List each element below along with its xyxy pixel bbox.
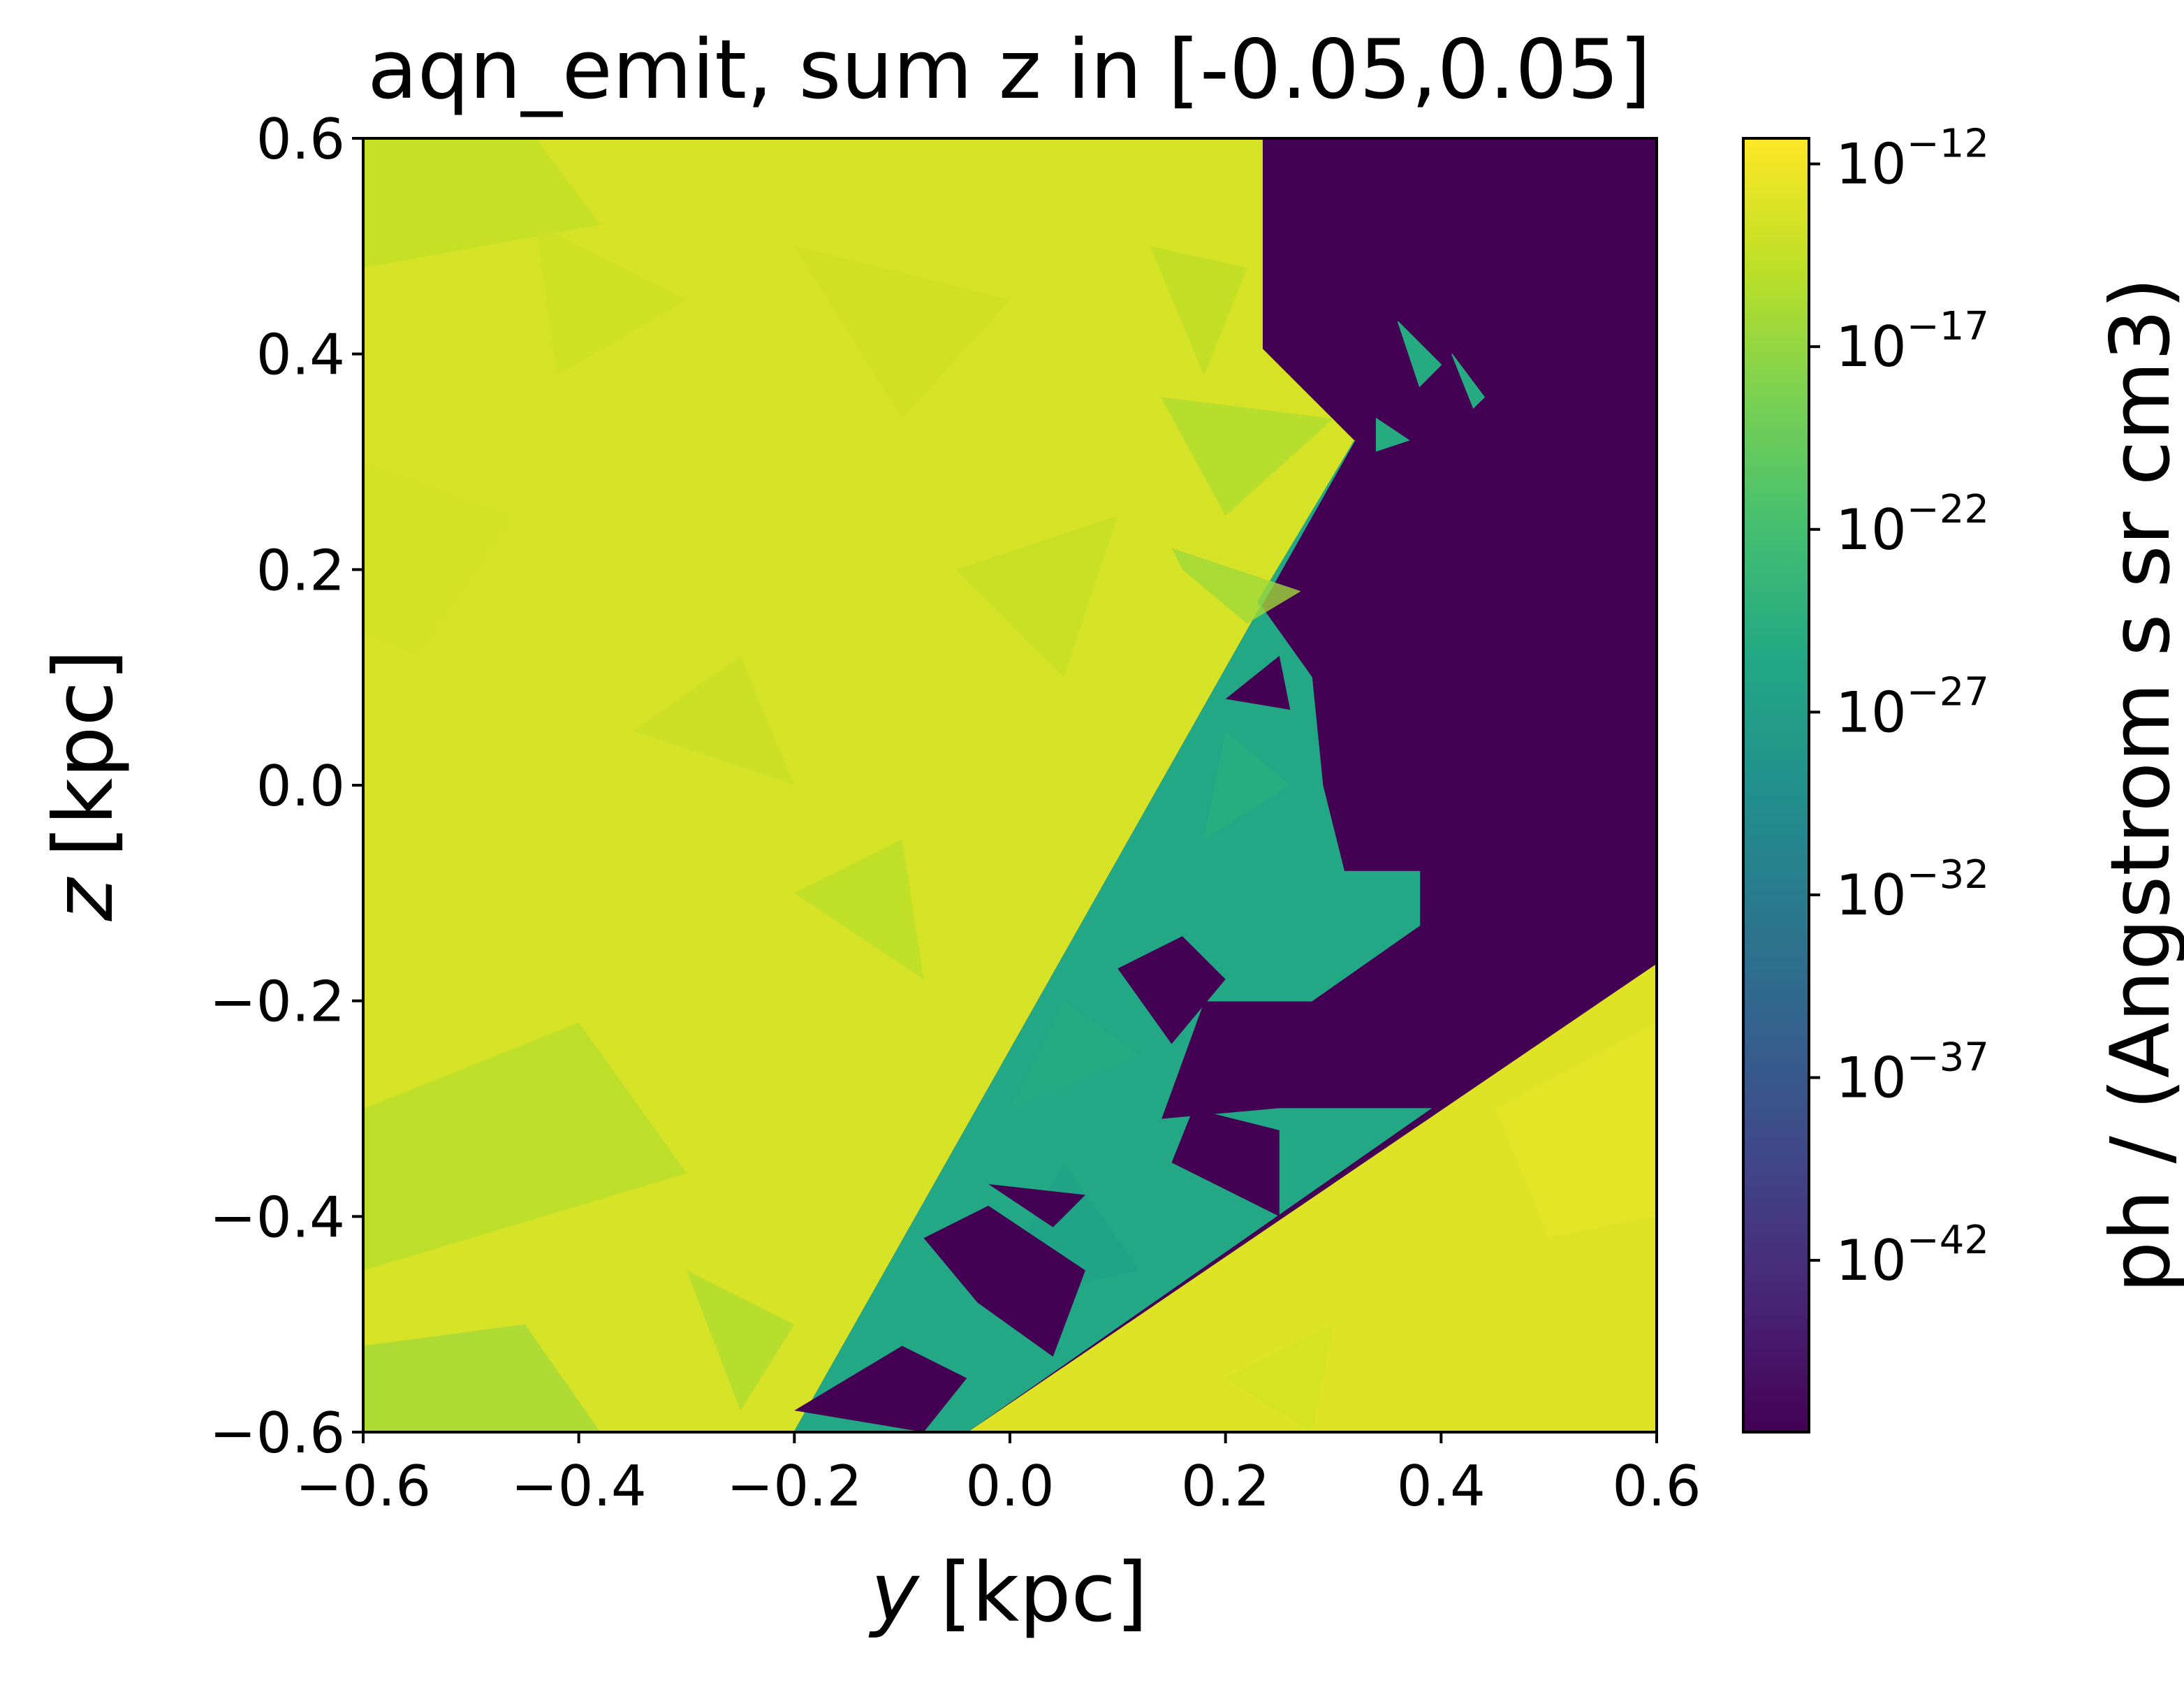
colorbar-label: ph / (Angstrom s sr cm3)	[2093, 277, 2184, 1293]
heatmap-image	[363, 138, 1657, 1432]
heatmap-patch-3	[794, 246, 1010, 419]
y-tick-label: −0.6	[210, 1401, 345, 1466]
heatmap-patch-8	[363, 1022, 687, 1271]
heatmap-region-6	[1375, 417, 1410, 452]
y-tick-label: −0.2	[210, 970, 345, 1035]
heatmap-patch-10	[687, 1270, 795, 1411]
x-tick-label: 0.0	[965, 1454, 1054, 1519]
colorbar-tick-label: 10−27	[1835, 669, 1989, 745]
heatmap-patch-11	[794, 839, 924, 979]
heatmap-patch-5	[1150, 246, 1247, 376]
colorbar-tick-label: 10−37	[1835, 1035, 1989, 1111]
heatmap-region-4	[1397, 321, 1442, 388]
y-axis-ticks: −0.6 −0.4 −0.2 0.0 0.2 0.4 0.6	[210, 107, 363, 1466]
x-axis-unit: [kpc]	[940, 1545, 1148, 1640]
x-tick-label: 0.2	[1181, 1454, 1270, 1519]
y-tick-label: 0.2	[256, 538, 345, 603]
heatmap-patch-2	[363, 462, 515, 656]
heatmap-patch-13	[1010, 1000, 1140, 1109]
heatmap-patch-16	[1495, 1022, 1657, 1239]
colorbar-tick-label: 10−17	[1835, 304, 1989, 379]
heatmap-empty-cell-4	[1171, 1109, 1280, 1217]
heatmap-region-5	[1451, 353, 1486, 409]
y-tick-label: 0.6	[256, 107, 345, 172]
x-tick-label: −0.6	[295, 1454, 431, 1519]
colorbar-tick-label: 10−32	[1835, 852, 1989, 928]
heatmap-empty-cell-3	[794, 1345, 967, 1432]
heatmap-patch-6	[1161, 397, 1333, 516]
chart-title: aqn_emit, sum z in [-0.05,0.05]	[367, 22, 1651, 117]
heatmap-patch-12	[632, 655, 795, 785]
heatmap-empty-cell-5	[1225, 655, 1291, 710]
y-axis-label: z [kpc]	[36, 649, 131, 921]
x-axis-label: y [kpc]	[869, 1545, 1148, 1640]
heatmap-empty-cell-2	[988, 1184, 1085, 1227]
heatmap-patch-17	[1225, 1324, 1333, 1432]
heatmap-patch-1	[535, 224, 687, 376]
colorbar-ticks: 10−12 10−17 10−22 10−27 10−32 10−37 10−42	[1809, 122, 1989, 1293]
x-tick-label: −0.2	[726, 1454, 862, 1519]
colorbar-tick-label: 10−12	[1835, 122, 1989, 197]
x-tick-label: 0.6	[1612, 1454, 1701, 1519]
x-tick-label: 0.4	[1397, 1454, 1486, 1519]
y-tick-label: 0.4	[256, 323, 345, 388]
heatmap-patch-7	[1171, 548, 1301, 624]
colorbar	[1742, 137, 1810, 1434]
colorbar-tick-label: 10−22	[1835, 487, 1989, 562]
colorbar-tick-label: 10−42	[1835, 1218, 1989, 1293]
x-axis-ticks: −0.6 −0.4 −0.2 0.0 0.2 0.4 0.6	[295, 1432, 1701, 1519]
x-axis-variable: y	[869, 1545, 921, 1640]
x-tick-label: −0.4	[511, 1454, 647, 1519]
y-axis-unit: [kpc]	[36, 649, 131, 857]
heatmap-patch-15	[1203, 731, 1291, 840]
y-tick-label: 0.0	[256, 754, 345, 819]
heatmap-patch-9	[363, 1324, 601, 1432]
y-tick-label: −0.4	[210, 1185, 345, 1250]
heatmap-empty-cell-1	[923, 1205, 1085, 1357]
heatmap-empty-cell-0	[1117, 936, 1226, 1044]
y-axis-variable: z	[36, 877, 131, 922]
heatmap-patch-4	[955, 516, 1118, 678]
